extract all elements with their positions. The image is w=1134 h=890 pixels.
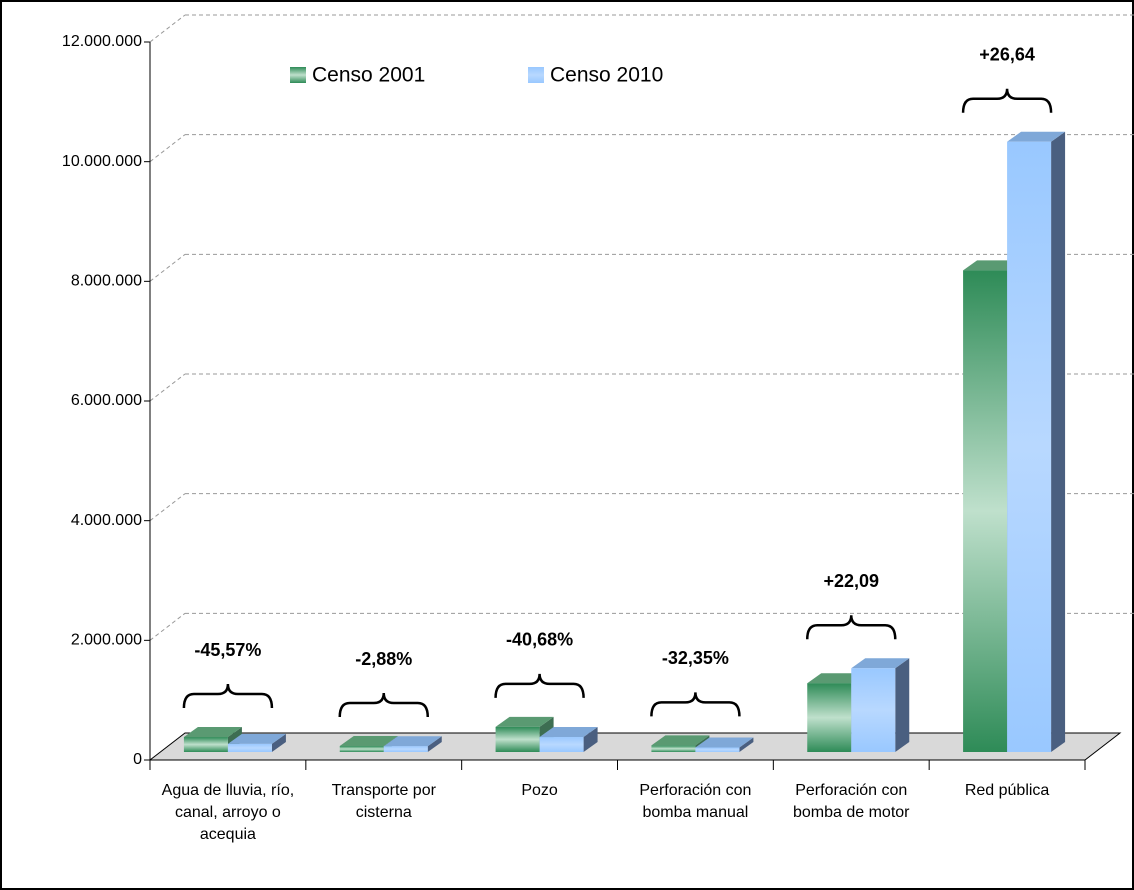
legend-label: Censo 2001 (312, 64, 425, 87)
annotation: +22,09 (823, 571, 879, 591)
x-tick-label: Red pública (964, 782, 1050, 799)
bar (183, 737, 228, 752)
bar-side (895, 658, 910, 752)
bar (695, 747, 740, 752)
y-tick-label: 4.000.000 (71, 512, 142, 529)
bar-side (739, 737, 754, 752)
y-tick-label: 6.000.000 (71, 392, 142, 409)
bar-top (807, 673, 866, 684)
x-tick-label: Perforación con bomba manual (639, 782, 752, 821)
brace (182, 683, 274, 709)
bar-top (227, 733, 286, 744)
bar (539, 737, 584, 752)
bar-top (851, 658, 910, 669)
grid-diagonal (149, 134, 186, 163)
bar-top (183, 727, 242, 738)
grid-diagonal (149, 612, 186, 641)
annotation: +26,64 (979, 44, 1035, 64)
legend-swatch (528, 67, 544, 83)
annotation: -40,68% (506, 630, 573, 650)
bar-side (271, 733, 286, 752)
bar (339, 746, 384, 752)
y-tick-label: 8.000.000 (71, 273, 142, 290)
grid-diagonal (149, 373, 186, 402)
bar-side (1051, 131, 1066, 752)
annotation: -45,57% (194, 640, 261, 660)
bar (227, 743, 272, 752)
bar-top (1007, 131, 1066, 142)
bar (495, 726, 540, 752)
bar-top (963, 260, 1022, 271)
legend-swatch (290, 67, 306, 83)
bar (963, 270, 1008, 752)
y-tick-label: 2.000.000 (71, 632, 142, 649)
brace (650, 692, 741, 717)
y-tick-label: 12.000.000 (62, 33, 142, 50)
bar-top (695, 737, 754, 748)
grid-diagonal (149, 253, 186, 282)
bar-top (651, 735, 710, 746)
brace (961, 88, 1053, 113)
bar-top (339, 736, 398, 747)
legend-label: Censo 2010 (550, 64, 663, 87)
grid-diagonal (149, 14, 186, 43)
bar (851, 668, 896, 752)
y-tick-label: 10.000.000 (62, 153, 142, 170)
bar (1007, 141, 1052, 752)
x-tick-label: Transporte por cisterna (331, 782, 436, 821)
bar-side (427, 736, 442, 752)
bar-side (583, 727, 598, 752)
bar-top (383, 736, 442, 747)
bar (651, 745, 696, 752)
x-tick-label: Perforación con bomba de motor (792, 782, 910, 821)
bar (807, 683, 852, 752)
bar-top (495, 716, 554, 727)
annotation: -32,35% (662, 648, 729, 668)
brace (338, 692, 429, 718)
bar (383, 746, 428, 752)
y-tick-label: 0 (133, 751, 142, 768)
brace (494, 673, 585, 698)
brace (806, 615, 897, 640)
annotation: -2,88% (355, 649, 412, 669)
grid-diagonal (149, 493, 186, 522)
bar-top (539, 727, 598, 738)
x-tick-label: Agua de lluvia, río, canal, arroyo o ace… (161, 782, 295, 843)
x-tick-label: Pozo (521, 782, 558, 799)
